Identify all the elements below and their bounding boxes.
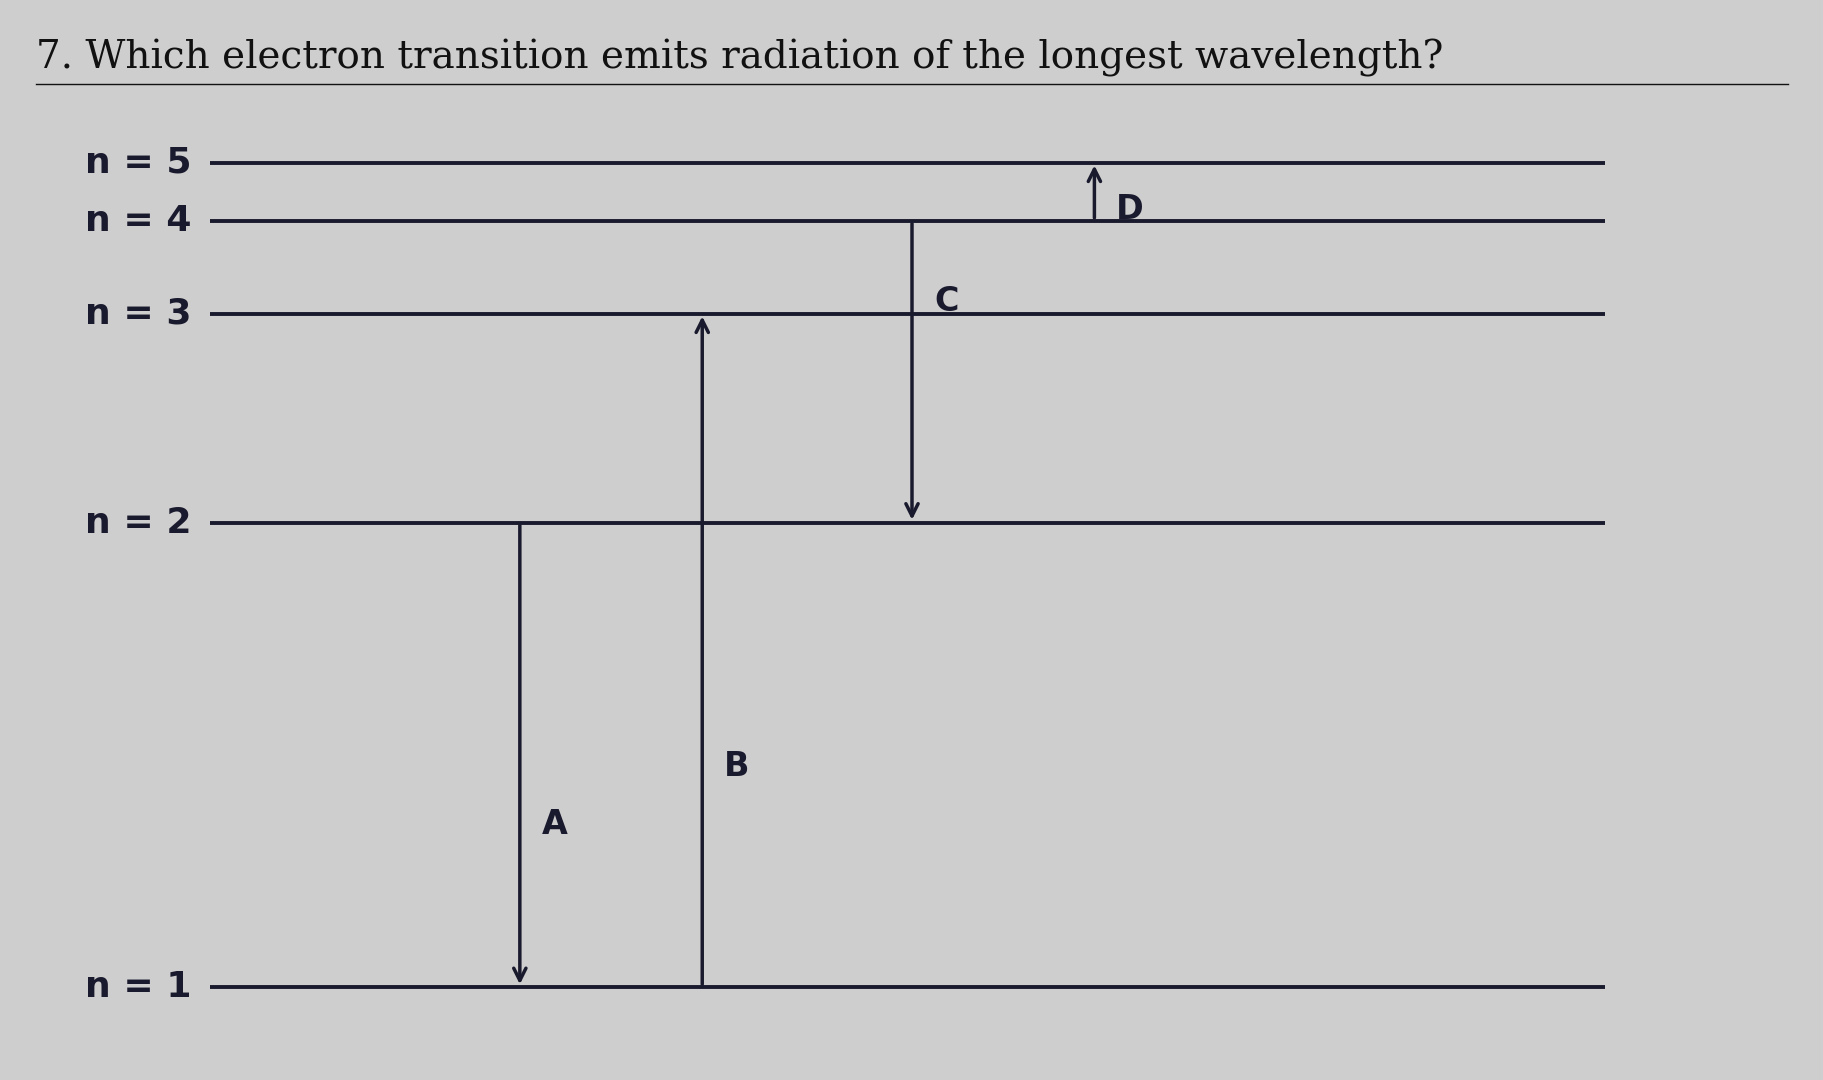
Text: n = 4: n = 4 [86,204,191,238]
Text: n = 2: n = 2 [86,505,191,540]
Text: C: C [933,285,957,319]
Text: n = 3: n = 3 [86,297,191,330]
Text: D: D [1116,192,1143,226]
Text: n = 5: n = 5 [86,146,191,179]
Text: B: B [724,750,749,783]
Text: A: A [541,808,567,841]
Text: n = 1: n = 1 [86,970,191,1004]
Text: 7. Which electron transition emits radiation of the longest wavelength?: 7. Which electron transition emits radia… [36,39,1444,77]
